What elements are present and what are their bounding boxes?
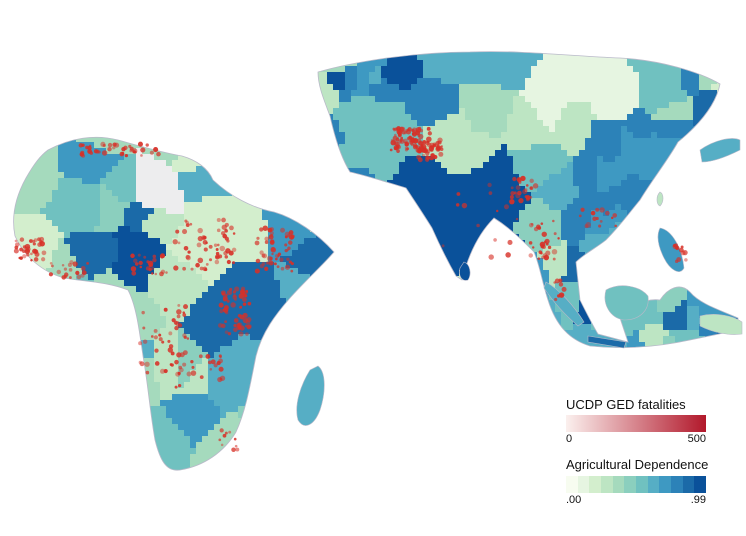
agri-bin-5: [624, 476, 637, 493]
agri-color-bins: [566, 476, 707, 493]
borneo-island: [604, 285, 649, 321]
java-island: [587, 335, 627, 349]
agri-bin-6: [636, 476, 648, 493]
new-guinea-island: [699, 314, 743, 335]
agri-bin-11: [694, 476, 707, 493]
agri-bin-9: [671, 476, 683, 493]
agri-bin-10: [682, 476, 695, 493]
japan-islands: [699, 138, 741, 163]
fatalities-gradient-bar: [566, 415, 706, 432]
agri-min-label: .00: [566, 494, 582, 506]
agri-bin-8: [659, 476, 672, 493]
africa-outline: [13, 136, 335, 471]
fatalities-legend-title: UCDP GED fatalities: [566, 397, 686, 412]
fatalities-legend: UCDP GED fatalities 0 500: [566, 397, 706, 447]
sri-lanka-island: [459, 261, 471, 281]
africa-region: [13, 137, 335, 471]
asia-outline: [317, 51, 739, 349]
agri-bin-2: [589, 476, 602, 493]
agri-bin-3: [601, 476, 613, 493]
agri-legend: Agricultural Dependence .00 .99: [566, 457, 709, 508]
conflict-events-layer: [13, 126, 688, 452]
agri-bin-0: [566, 476, 578, 493]
agri-bin-7: [647, 476, 660, 493]
agri-legend-ticks: .00 .99: [566, 494, 706, 508]
madagascar-island: [296, 365, 325, 426]
agri-legend-title: Agricultural Dependence: [566, 457, 709, 472]
asia-region: [318, 51, 738, 348]
fatalities-max-label: 500: [687, 433, 706, 445]
fatalities-legend-ticks: 0 500: [566, 433, 706, 447]
sumatra-island: [543, 281, 585, 327]
agri-bin-4: [612, 476, 625, 493]
taiwan-island: [656, 191, 664, 207]
fatalities-min-label: 0: [566, 433, 573, 445]
agri-max-label: .99: [690, 494, 706, 506]
agri-bin-1: [577, 476, 590, 493]
